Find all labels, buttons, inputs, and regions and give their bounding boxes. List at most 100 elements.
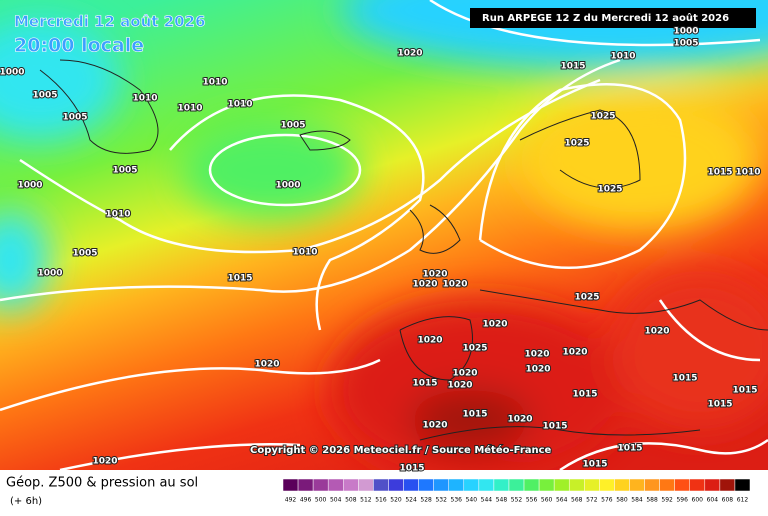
scale-swatch bbox=[478, 478, 495, 492]
isobar-label: 1005 bbox=[72, 249, 97, 259]
scale-label: 564 bbox=[556, 497, 568, 504]
scale-label: 584 bbox=[631, 497, 643, 504]
scale-swatch bbox=[614, 478, 630, 492]
scale-swatch bbox=[448, 478, 465, 492]
scale-swatch bbox=[568, 478, 585, 492]
isobar-label: 1015 bbox=[707, 400, 732, 410]
scale-swatch bbox=[644, 478, 660, 492]
isobar-label: 1000 bbox=[37, 269, 62, 279]
scale-swatch bbox=[719, 478, 736, 492]
scale-swatch bbox=[493, 478, 510, 492]
scale-swatch bbox=[403, 478, 419, 492]
scale-label: 520 bbox=[390, 497, 402, 504]
isobar-label: 1020 bbox=[397, 49, 422, 59]
scale-swatch bbox=[433, 478, 449, 492]
scale-swatch bbox=[358, 478, 374, 492]
time: 20:00 locale bbox=[14, 35, 144, 57]
isobar-label: 1015 bbox=[227, 274, 252, 284]
scale-label: 548 bbox=[496, 497, 508, 504]
isobars bbox=[0, 0, 768, 470]
scale-swatch bbox=[584, 478, 600, 492]
scale-swatch bbox=[312, 478, 329, 492]
isobar-label: 1015 bbox=[560, 62, 585, 72]
isobar-label: 1000 bbox=[17, 181, 42, 191]
scale-label: 524 bbox=[405, 497, 417, 504]
isobar-label: 1015 bbox=[732, 386, 757, 396]
run: Run ARPEGE 12 Z du Mercredi 12 août 2026 bbox=[482, 12, 729, 24]
scale-swatch bbox=[343, 478, 359, 492]
scale-label: 512 bbox=[360, 497, 372, 504]
scale-label: 544 bbox=[481, 497, 493, 504]
date: Mercredi 12 août 2026 bbox=[14, 13, 205, 31]
footer-lead: (+ 6h) bbox=[10, 496, 42, 507]
isobar-label: 1000 bbox=[0, 68, 25, 78]
isobar-label: 1020 bbox=[644, 327, 669, 337]
scale-swatch bbox=[734, 478, 751, 492]
isobar-label: 1005 bbox=[673, 39, 698, 49]
isobar-label: 1025 bbox=[597, 185, 622, 195]
scale-swatch bbox=[629, 478, 645, 492]
scale-label: 572 bbox=[586, 497, 598, 504]
isobar-labels: 1000100510051010101010101010102010151010… bbox=[0, 26, 762, 475]
isobar-label: 1020 bbox=[482, 320, 507, 330]
isobar-label: 1005 bbox=[32, 91, 57, 101]
scale-label: 532 bbox=[435, 497, 447, 504]
isobar-label: 1015 bbox=[542, 422, 567, 432]
scale-label: 504 bbox=[330, 497, 342, 504]
scale-label: 516 bbox=[375, 497, 387, 504]
scale-label: 496 bbox=[300, 497, 312, 504]
isobar-label: 1020 bbox=[92, 457, 117, 467]
scale-label: 600 bbox=[692, 497, 704, 504]
scale-label: 592 bbox=[661, 497, 673, 504]
isobar-label: 1020 bbox=[562, 348, 587, 358]
scale-label: 556 bbox=[526, 497, 538, 504]
isobar-label: 1020 bbox=[452, 369, 477, 379]
scale-label: 500 bbox=[315, 497, 327, 504]
isobar-label: 1010 bbox=[202, 78, 227, 88]
scale-label: 588 bbox=[646, 497, 658, 504]
isobar-label: 1015 bbox=[572, 390, 597, 400]
scale-swatch bbox=[282, 478, 299, 492]
scale-swatch bbox=[373, 478, 389, 492]
scale-label: 528 bbox=[420, 497, 432, 504]
isobar-label: 1010 bbox=[735, 168, 760, 178]
isobar-label: 1020 bbox=[422, 421, 447, 431]
isobar-label: 1005 bbox=[280, 121, 305, 131]
isobar-label: 1005 bbox=[112, 166, 137, 176]
scale-label: 596 bbox=[676, 497, 688, 504]
isobar-label: 1010 bbox=[132, 94, 157, 104]
scale-label: 560 bbox=[541, 497, 553, 504]
scale-swatch bbox=[508, 478, 525, 492]
scale-swatch bbox=[327, 478, 344, 492]
scale-label: 568 bbox=[571, 497, 583, 504]
isobar-label: 1010 bbox=[177, 104, 202, 114]
scale-label: 552 bbox=[511, 497, 523, 504]
isobar-label: 1025 bbox=[590, 112, 615, 122]
isobar-label: 1020 bbox=[422, 270, 447, 280]
scale-swatch bbox=[553, 478, 570, 492]
scale-swatch bbox=[538, 478, 555, 492]
copyright: Copyright © 2026 Meteociel.fr / Source M… bbox=[250, 444, 552, 456]
scale-label: 540 bbox=[466, 497, 478, 504]
scale-swatch bbox=[659, 478, 675, 492]
scale-swatch bbox=[297, 478, 314, 492]
isobar-label: 1025 bbox=[564, 139, 589, 149]
scale-label: 492 bbox=[285, 497, 297, 504]
isobar-label: 1015 bbox=[672, 374, 697, 384]
scale-swatch bbox=[704, 478, 721, 492]
isobar-label: 1020 bbox=[525, 365, 550, 375]
scale-label: 508 bbox=[345, 497, 357, 504]
isobar-label: 1020 bbox=[447, 381, 472, 391]
isobar-label: 1010 bbox=[105, 210, 130, 220]
scale-swatch bbox=[523, 478, 540, 492]
isobar-label: 1010 bbox=[292, 248, 317, 258]
coastlines bbox=[39, 59, 768, 441]
isobar-label: 1020 bbox=[417, 336, 442, 346]
isobar-label: 1015 bbox=[707, 168, 732, 178]
scale-swatch bbox=[689, 478, 706, 492]
scale-label: 608 bbox=[722, 497, 734, 504]
isobar-label: 1020 bbox=[524, 350, 549, 360]
isobar-label: 1010 bbox=[610, 52, 635, 62]
